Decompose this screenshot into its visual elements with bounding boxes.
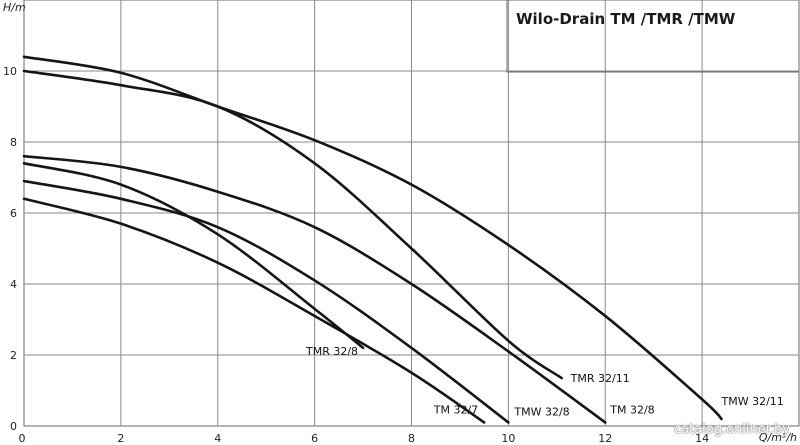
x-tick-label: 0 [19, 432, 26, 445]
series-line-tmw-32-8 [22, 179, 510, 424]
y-tick-label: 8 [10, 136, 17, 149]
series-line-tmr-32-8 [22, 162, 365, 350]
x-tick-label: 2 [117, 432, 124, 445]
curve-label: TMW 32/8 [513, 405, 569, 418]
curve-label: TM 32/7 [433, 403, 478, 416]
x-tick-label: 6 [311, 432, 318, 445]
title-box [506, 0, 800, 73]
watermark: catalog.onliner.by [673, 422, 790, 437]
x-tick-label: 10 [501, 432, 515, 445]
tick-labels: 0 2 4 6 8 10 12 14 0 2 4 6 8 10 [3, 65, 709, 445]
series-line-tmw-32-11 [22, 55, 723, 421]
series-line-tm-32-7 [22, 197, 486, 424]
y-tick-label: 4 [10, 278, 17, 291]
y-tick-label: 0 [10, 420, 17, 433]
y-axis-label: H/m [3, 1, 26, 14]
grid [23, 0, 800, 427]
y-tick-label: 6 [10, 207, 17, 220]
series-line-tm-32-8 [22, 154, 607, 424]
x-tick-label: 12 [598, 432, 612, 445]
x-axis-label: Q/m³/h [759, 431, 797, 444]
y-tick-label: 2 [10, 349, 17, 362]
curve-label: TMW 32/11 [721, 395, 784, 408]
curve-label: TM 32/8 [609, 403, 654, 416]
curve-label: TMR 32/8 [305, 345, 358, 358]
series-line-tmr-32-11 [22, 69, 563, 380]
y-tick-label: 10 [3, 65, 17, 78]
x-tick-label: 8 [408, 432, 415, 445]
curve-label: TMR 32/11 [570, 372, 630, 385]
curve-labels: TMW 32/11 TMR 32/11 TM 32/8 TMW 32/8 TMR 32/… [305, 345, 784, 419]
curves [22, 55, 723, 424]
x-tick-label: 14 [695, 432, 709, 445]
chart-title: Wilo-Drain TM /TMR /TMW [516, 10, 736, 28]
x-tick-label: 4 [214, 432, 221, 445]
